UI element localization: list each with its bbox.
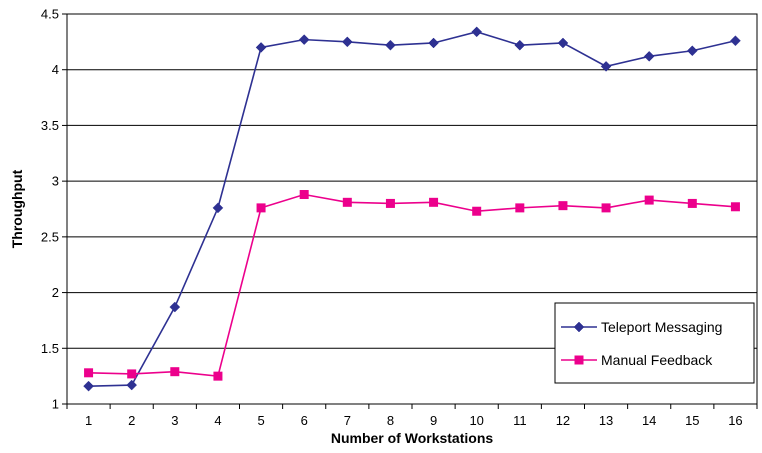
data-point: [600, 61, 612, 72]
data-point: [644, 195, 654, 205]
data-point: [385, 39, 396, 51]
legend-entry: Manual Feedback: [561, 352, 713, 368]
data-point: [472, 206, 482, 216]
data-point: [127, 369, 137, 379]
data-point: [213, 371, 223, 381]
data-point: [471, 26, 483, 38]
data-point: [170, 367, 180, 377]
data-point: [558, 201, 568, 211]
x-tick-label: 3: [171, 413, 178, 428]
gridlines: [67, 13, 757, 405]
y-tick-label: 1.5: [41, 341, 59, 356]
data-point: [385, 198, 395, 208]
data-point: [342, 197, 352, 207]
x-tick-label: 14: [642, 413, 656, 428]
x-tick-label: 6: [301, 413, 308, 428]
y-tick-label: 2.5: [41, 229, 59, 244]
data-point: [687, 198, 697, 208]
series-0: [83, 26, 741, 392]
x-tick-label: 7: [344, 413, 351, 428]
data-point: [428, 37, 439, 49]
y-tick-label: 4.5: [41, 7, 59, 22]
y-tick-label: 2: [52, 285, 59, 300]
y-tick-label: 1: [52, 397, 59, 412]
y-tick-label: 3.5: [41, 118, 59, 133]
series-1: [84, 190, 740, 381]
data-point: [514, 39, 526, 51]
x-tick-label: 2: [128, 413, 135, 428]
data-point: [212, 202, 224, 214]
x-tick-label: 12: [556, 413, 570, 428]
x-tick-label: 10: [469, 413, 483, 428]
y-axis-title: Throughput: [9, 169, 25, 248]
data-point: [341, 36, 353, 48]
x-axis-title: Number of Workstations: [331, 430, 494, 446]
data-point: [84, 368, 94, 378]
data-point: [643, 50, 655, 62]
x-tick-label: 9: [430, 413, 437, 428]
series-line: [88, 30, 736, 387]
data-point: [256, 203, 266, 213]
x-tick-label: 1: [85, 413, 92, 428]
legend: Teleport Messaging Manual Feedback: [554, 302, 755, 384]
data-point: [557, 37, 569, 49]
x-tick-label: 4: [214, 413, 221, 428]
data-point: [169, 301, 181, 313]
data-point: [299, 190, 309, 200]
legend-marker: [574, 355, 584, 365]
data-point: [601, 203, 611, 213]
data-point: [730, 35, 741, 47]
legend-marker: [573, 321, 585, 333]
legend-label: Teleport Messaging: [601, 319, 722, 335]
data-point: [730, 202, 740, 212]
data-point: [126, 379, 138, 391]
legend-label: Manual Feedback: [601, 352, 713, 368]
y-tick-label: 3: [52, 174, 59, 189]
axis-ticks: 11.522.533.544.51 2 3 4 5 6 7 8 9 10 11 12 13 14 15 16: [41, 7, 758, 428]
data-point: [515, 203, 525, 213]
x-tick-label: 5: [257, 413, 264, 428]
data-point: [429, 197, 439, 207]
data-point: [83, 380, 94, 392]
x-tick-label: 16: [728, 413, 742, 428]
x-tick-label: 15: [685, 413, 699, 428]
data-point: [255, 42, 267, 53]
series-layer: [83, 26, 741, 392]
series-line: [88, 193, 736, 378]
x-tick-label: 11: [513, 413, 527, 428]
legend-box: [554, 302, 755, 384]
data-point: [686, 45, 698, 57]
y-tick-label: 4: [52, 62, 59, 77]
legend-entry: Teleport Messaging: [561, 319, 722, 335]
x-tick-label: 8: [387, 413, 394, 428]
x-tick-label: 13: [599, 413, 613, 428]
data-point: [298, 34, 310, 45]
